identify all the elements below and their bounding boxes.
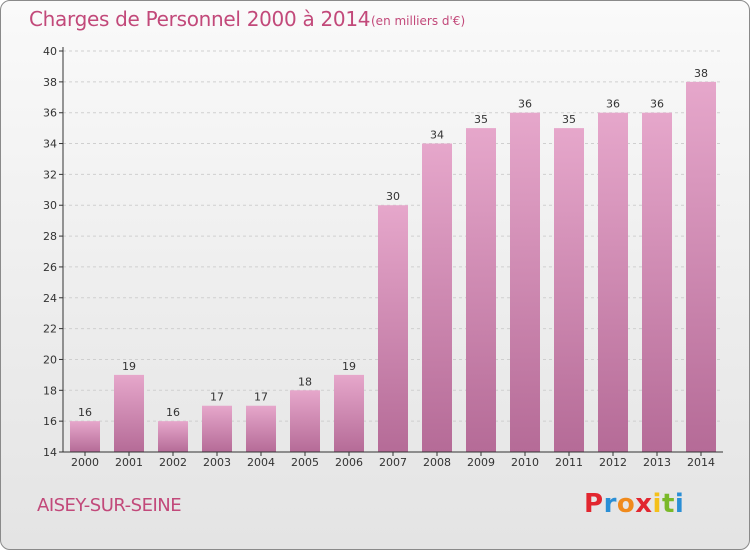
bar xyxy=(466,128,496,452)
bar xyxy=(642,112,672,452)
labels: 16 19 16 17 17 18 19 30 34 35 36 35 36 36 38 xyxy=(78,67,708,419)
logo-letter: x xyxy=(635,489,653,519)
bar-value-label: 17 xyxy=(210,391,224,404)
bar-value-label: 35 xyxy=(474,113,488,126)
logo-letter: i xyxy=(674,489,685,519)
bar xyxy=(290,390,320,452)
logo-letter: P xyxy=(584,489,604,519)
bar xyxy=(598,112,628,452)
y-tick-label: 22 xyxy=(43,323,57,336)
chart-title: Charges de Personnel 2000 à 2014 xyxy=(29,7,371,31)
bar-value-label: 36 xyxy=(606,98,620,111)
proxiti-logo: Proxiti xyxy=(584,489,684,519)
bar xyxy=(158,421,188,452)
x-tick-label: 2006 xyxy=(335,456,363,469)
x-tick-label: 2005 xyxy=(291,456,319,469)
y-tick-label: 18 xyxy=(43,384,57,397)
x-tick-label: 2004 xyxy=(247,456,275,469)
x-tick-label: 2013 xyxy=(643,456,671,469)
x-tick-label: 2011 xyxy=(555,456,583,469)
y-tick-label: 36 xyxy=(43,107,57,120)
bar xyxy=(246,405,276,452)
y-tick-label: 16 xyxy=(43,415,57,428)
y-tick-label: 26 xyxy=(43,261,57,274)
x-tick-label: 2001 xyxy=(115,456,143,469)
x-tick-label: 2007 xyxy=(379,456,407,469)
bar xyxy=(114,374,144,452)
x-tick-label: 2003 xyxy=(203,456,231,469)
bar xyxy=(378,205,408,452)
x-tick-label: 2010 xyxy=(511,456,539,469)
bars xyxy=(70,81,716,453)
x-tick-label: 2009 xyxy=(467,456,495,469)
bar xyxy=(554,128,584,452)
axes: 14 16 18 20 22 24 26 28 30 32 34 36 38 40 2000 2001 2002… xyxy=(43,45,723,469)
y-tick-label: 28 xyxy=(43,230,57,243)
bar-value-label: 30 xyxy=(386,190,400,203)
chart-unit: (en milliers d'€) xyxy=(371,14,466,28)
bar xyxy=(202,405,232,452)
y-tick-label: 34 xyxy=(43,138,57,151)
logo-letter: t xyxy=(661,489,675,519)
bar-value-label: 36 xyxy=(518,98,532,111)
y-tick-label: 30 xyxy=(43,199,57,212)
bar xyxy=(334,374,364,452)
bar-value-label: 18 xyxy=(298,375,312,388)
bar-value-label: 17 xyxy=(254,391,268,404)
y-tick-label: 40 xyxy=(43,45,57,58)
bar-value-label: 19 xyxy=(122,360,136,373)
bar-value-label: 19 xyxy=(342,360,356,373)
bar-value-label: 36 xyxy=(650,98,664,111)
bar-value-label: 16 xyxy=(166,406,180,419)
y-tick-label: 24 xyxy=(43,292,57,305)
x-tick-label: 2000 xyxy=(71,456,99,469)
commune-name: AISEY-SUR-SEINE xyxy=(37,495,182,516)
bar xyxy=(422,143,452,453)
bar-value-label: 16 xyxy=(78,406,92,419)
bar-value-label: 35 xyxy=(562,113,576,126)
x-tick-label: 2012 xyxy=(599,456,627,469)
logo-letter: i xyxy=(652,489,662,519)
y-tick-label: 20 xyxy=(43,353,57,366)
y-tick-label: 38 xyxy=(43,76,57,89)
logo-letter: r xyxy=(603,489,617,519)
bar xyxy=(510,112,540,452)
bar-value-label: 34 xyxy=(430,129,444,142)
bar xyxy=(70,421,100,452)
y-tick-label: 14 xyxy=(43,446,57,459)
bar xyxy=(686,81,716,452)
x-tick-label: 2014 xyxy=(687,456,715,469)
bar-value-label: 38 xyxy=(694,67,708,80)
x-tick-label: 2008 xyxy=(423,456,451,469)
logo-letter: o xyxy=(616,489,636,519)
y-tick-label: 32 xyxy=(43,168,57,181)
x-tick-label: 2002 xyxy=(159,456,187,469)
